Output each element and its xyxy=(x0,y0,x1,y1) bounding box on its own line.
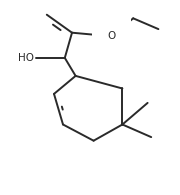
Text: O: O xyxy=(107,31,116,41)
Text: HO: HO xyxy=(18,53,34,63)
